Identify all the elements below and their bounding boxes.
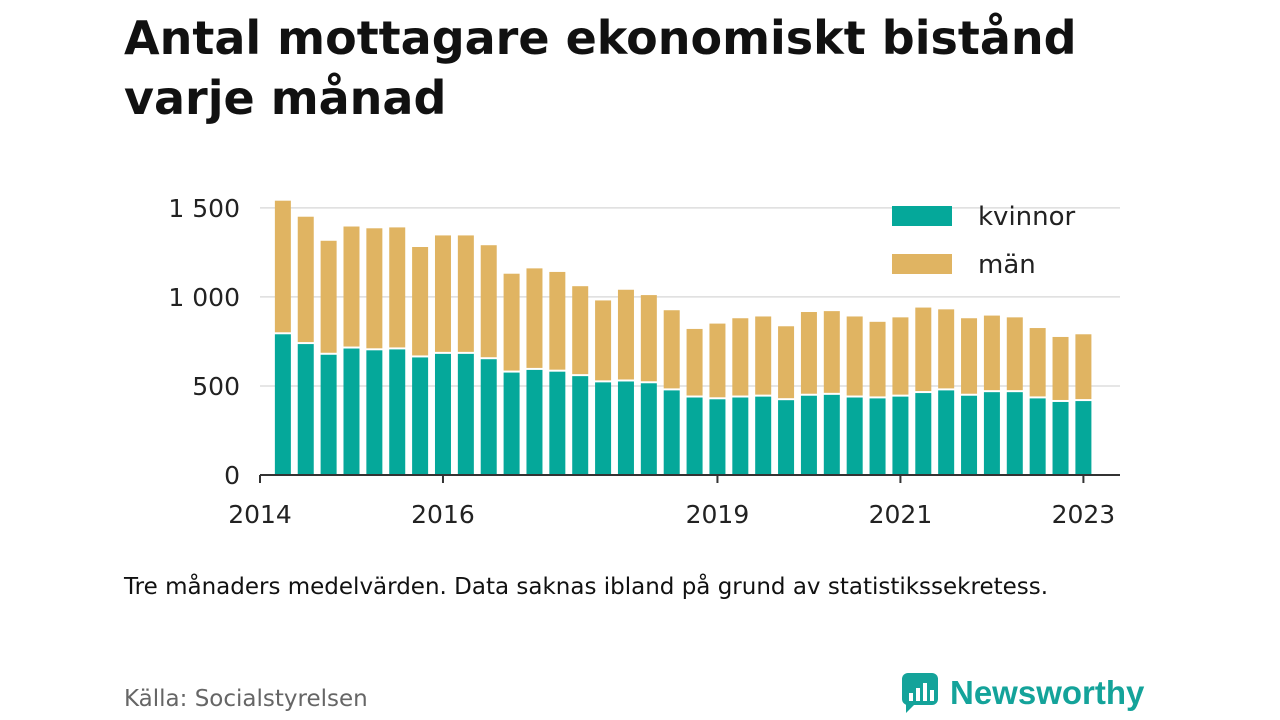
bar-man bbox=[595, 300, 612, 381]
y-tick-label: 1 000 bbox=[168, 283, 240, 312]
bar-kvinnor bbox=[274, 334, 291, 475]
bar-kvinnor bbox=[320, 354, 337, 475]
bar-kvinnor bbox=[457, 353, 474, 475]
bar-kvinnor bbox=[595, 382, 612, 475]
legend-swatch bbox=[892, 206, 952, 226]
bar-kvinnor bbox=[800, 395, 817, 475]
bar-kvinnor bbox=[1052, 401, 1069, 475]
bar-kvinnor bbox=[480, 359, 497, 475]
bar-kvinnor bbox=[938, 390, 955, 475]
brand-name: Newsworthy bbox=[950, 674, 1145, 711]
bar-man bbox=[434, 235, 451, 352]
bar-man bbox=[572, 286, 589, 375]
y-axis-tick-labels: 0 500 1 000 1 500 bbox=[168, 194, 240, 490]
bar-kvinnor bbox=[686, 397, 703, 475]
bar-man bbox=[640, 295, 657, 382]
bar-kvinnor bbox=[412, 357, 429, 475]
bar-man bbox=[274, 200, 291, 333]
bar-man bbox=[846, 316, 863, 396]
legend-swatch bbox=[892, 254, 952, 274]
bar-man bbox=[938, 309, 955, 389]
bar-kvinnor bbox=[549, 371, 566, 475]
bar-man bbox=[526, 268, 543, 368]
bar-kvinnor bbox=[823, 394, 840, 475]
y-tick-label: 0 bbox=[224, 461, 240, 490]
bar-man bbox=[1006, 317, 1023, 391]
bar-kvinnor bbox=[846, 397, 863, 475]
bar-man bbox=[480, 245, 497, 358]
bar-man bbox=[800, 312, 817, 394]
bar-man bbox=[549, 271, 566, 370]
bar-kvinnor bbox=[434, 353, 451, 475]
bar-man bbox=[778, 326, 795, 399]
bar-kvinnor bbox=[1029, 398, 1046, 475]
bar-kvinnor bbox=[778, 400, 795, 475]
bar-man bbox=[732, 318, 749, 396]
legend-label: kvinnor bbox=[978, 202, 1076, 232]
bar-kvinnor bbox=[915, 393, 932, 475]
bar-kvinnor bbox=[755, 396, 772, 475]
bar-man bbox=[961, 318, 978, 394]
bar-kvinnor bbox=[640, 383, 657, 475]
bar-man bbox=[709, 323, 726, 398]
bar-man bbox=[297, 216, 314, 343]
bar-man bbox=[915, 307, 932, 392]
bar-man bbox=[343, 226, 360, 347]
bar-man bbox=[1075, 334, 1092, 400]
bar-man bbox=[892, 317, 909, 395]
bar-man bbox=[823, 311, 840, 393]
x-axis-ticks: 2014 2016 2019 2021 2023 bbox=[228, 475, 1115, 529]
bar-man bbox=[686, 328, 703, 396]
bar-kvinnor bbox=[961, 395, 978, 475]
x-tick-label: 2016 bbox=[411, 500, 475, 529]
bar-man bbox=[320, 240, 337, 353]
bar-kvinnor bbox=[572, 376, 589, 475]
bar-man bbox=[1052, 336, 1069, 400]
bar-kvinnor bbox=[892, 396, 909, 475]
bar-kvinnor bbox=[663, 390, 680, 475]
x-tick-label: 2021 bbox=[869, 500, 933, 529]
x-tick-label: 2019 bbox=[686, 500, 750, 529]
bar-kvinnor bbox=[869, 398, 886, 475]
bar-man bbox=[755, 316, 772, 395]
bar-man bbox=[503, 273, 520, 371]
bar-kvinnor bbox=[297, 344, 314, 475]
bar-man bbox=[983, 315, 1000, 391]
bar-man bbox=[869, 321, 886, 397]
bar-kvinnor bbox=[366, 350, 383, 475]
bar-kvinnor bbox=[1006, 392, 1023, 475]
chart-title: Antal mottagare ekonomiskt bistånd varje… bbox=[124, 11, 1077, 125]
newsworthy-logo-icon bbox=[902, 673, 938, 713]
bar-man bbox=[412, 247, 429, 356]
bar-man bbox=[366, 228, 383, 349]
bars bbox=[274, 200, 1092, 475]
legend-label: män bbox=[978, 250, 1036, 280]
bar-kvinnor bbox=[983, 392, 1000, 475]
legend: kvinnor män bbox=[892, 202, 1076, 280]
source-text: Källa: Socialstyrelsen bbox=[124, 686, 368, 712]
bar-kvinnor bbox=[526, 369, 543, 475]
bar-kvinnor bbox=[343, 348, 360, 475]
bar-kvinnor bbox=[503, 372, 520, 475]
bar-kvinnor bbox=[1075, 401, 1092, 475]
chart-note: Tre månaders medelvärden. Data saknas ib… bbox=[124, 574, 1049, 600]
bar-man bbox=[617, 289, 634, 380]
newsworthy-brand: Newsworthy bbox=[900, 668, 1144, 718]
y-tick-label: 1 500 bbox=[168, 194, 240, 223]
x-tick-label: 2014 bbox=[228, 500, 292, 529]
bar-kvinnor bbox=[617, 381, 634, 475]
bar-kvinnor bbox=[732, 397, 749, 475]
x-tick-label: 2023 bbox=[1052, 500, 1116, 529]
bar-man bbox=[457, 235, 474, 352]
bar-man bbox=[1029, 328, 1046, 397]
bar-man bbox=[389, 227, 406, 348]
bar-kvinnor bbox=[709, 399, 726, 475]
bar-kvinnor bbox=[389, 349, 406, 475]
y-tick-label: 500 bbox=[192, 372, 240, 401]
bar-man bbox=[663, 310, 680, 389]
